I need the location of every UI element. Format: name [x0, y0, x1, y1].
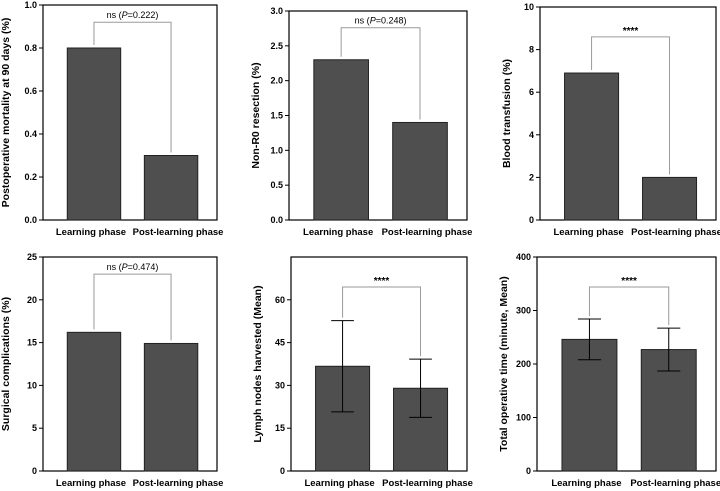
bar-learning-phase	[313, 59, 369, 221]
y-tick-label: 0	[32, 466, 37, 476]
significance-label: ****	[374, 276, 390, 287]
bar-post-learning-phase	[642, 176, 698, 221]
y-tick-label: 0	[280, 466, 285, 476]
category-label: Learning phase	[303, 227, 373, 238]
y-tick-label: 15	[27, 338, 37, 348]
significance-bracket	[93, 21, 172, 153]
y-tick-label: 0.0	[270, 215, 283, 225]
y-tick-label: 1.0	[270, 145, 283, 155]
bar-post-learning-phase	[143, 155, 199, 221]
y-tick-label: 300	[516, 306, 531, 316]
y-tick-label: 2	[529, 172, 534, 182]
significance-bracket	[342, 286, 422, 357]
y-tick-label: 100	[516, 413, 531, 423]
y-tick-label: 30	[275, 380, 285, 390]
chart-panel-6: 0 100 200 300 400 Total operative time (minut…	[498, 252, 720, 489]
significance-label: ns (P=0.222)	[107, 10, 159, 20]
y-tick-label: 2.0	[270, 76, 283, 86]
y-axis-title: Postoperative mortality at 90 days (%)	[0, 18, 12, 208]
category-label: Post-learning phase	[133, 478, 224, 489]
y-tick-label: 3.0	[270, 6, 283, 16]
y-tick-label: 0.2	[24, 172, 37, 182]
category-label: Learning phase	[551, 478, 621, 489]
y-tick-label: 1.0	[24, 0, 37, 10]
bar-learning-phase	[66, 47, 122, 221]
bar-post-learning-phase	[392, 121, 448, 221]
y-tick-label: 8	[529, 45, 534, 55]
y-tick-label: 0	[529, 215, 534, 225]
category-label: Post-learning phase	[382, 478, 473, 489]
y-tick-label: 4	[529, 130, 534, 140]
bar-post-learning-phase	[143, 342, 199, 472]
y-axis-title: Non-R0 resection (%)	[250, 62, 262, 168]
y-axis-title: Blood transfusion (%)	[501, 59, 513, 168]
significance-label: ****	[623, 26, 639, 37]
y-tick-label: 60	[275, 295, 285, 305]
y-tick-label: 10	[27, 380, 37, 390]
y-tick-label: 15	[275, 423, 285, 433]
y-axis-title: Surgical complications (%)	[0, 297, 12, 431]
y-tick-label: 25	[27, 252, 37, 262]
significance-bracket	[591, 36, 671, 175]
plot-frame	[539, 6, 717, 221]
bar-learning-phase	[66, 331, 122, 472]
y-tick-label: 0.0	[24, 215, 37, 225]
chart-panel-4: 0 5 10 15 20 25 Surgical complications (%) Lear…	[0, 252, 223, 489]
y-tick-label: 6	[529, 87, 534, 97]
bar-learning-phase	[564, 72, 620, 221]
chart-panel-1: 0.0 0.2 0.4 0.6 0.8 1.0 Postoperative mortalit…	[0, 0, 223, 238]
chart-panel-5: 0 15 30 45 60 Lymph nodes harvested (Mean) Lea…	[252, 256, 473, 489]
y-tick-label: 5	[32, 423, 37, 433]
significance-label: ns (P=0.474)	[107, 262, 159, 272]
y-tick-label: 20	[27, 295, 37, 305]
y-tick-label: 400	[516, 252, 531, 262]
category-label: Learning phase	[56, 227, 126, 238]
significance-label: ****	[621, 276, 637, 287]
chart-panel-2: 0.0 0.5 1.0 1.5 2.0 2.5 3.0 Non-R0 resection (%…	[250, 6, 472, 238]
y-tick-label: 0.6	[24, 86, 37, 96]
bar-learning-phase	[561, 338, 618, 472]
category-label: Post-learning phase	[133, 227, 224, 238]
y-tick-label: 0.8	[24, 43, 37, 53]
plot-frame	[290, 256, 468, 472]
category-label: Learning phase	[304, 478, 374, 489]
chart-panel-3: 0 2 4 6 8 10 Blood transfusion (%) Learning pha…	[501, 2, 720, 238]
y-tick-label: 45	[275, 338, 285, 348]
significance-bracket	[588, 286, 670, 326]
category-label: Learning phase	[56, 478, 126, 489]
y-axis-title: Total operative time (minute, Mean)	[498, 276, 510, 451]
plot-frame	[42, 256, 218, 472]
y-tick-label: 10	[524, 2, 534, 12]
significance-bracket	[340, 27, 421, 120]
category-label: Post-learning phase	[631, 227, 720, 238]
y-tick-label: 1.5	[270, 111, 283, 121]
significance-label: ns (P=0.248)	[355, 16, 407, 26]
y-tick-label: 0	[526, 466, 531, 476]
significance-bracket	[93, 273, 172, 341]
category-label: Learning phase	[553, 227, 623, 238]
y-tick-label: 0.5	[270, 180, 283, 190]
category-label: Post-learning phase	[382, 227, 473, 238]
y-axis-title: Lymph nodes harvested (Mean)	[252, 285, 264, 442]
plot-frame	[42, 4, 218, 221]
y-tick-label: 2.5	[270, 41, 283, 51]
y-tick-label: 200	[516, 359, 531, 369]
category-label: Post-learning phase	[630, 478, 720, 489]
y-tick-label: 0.4	[24, 129, 37, 139]
